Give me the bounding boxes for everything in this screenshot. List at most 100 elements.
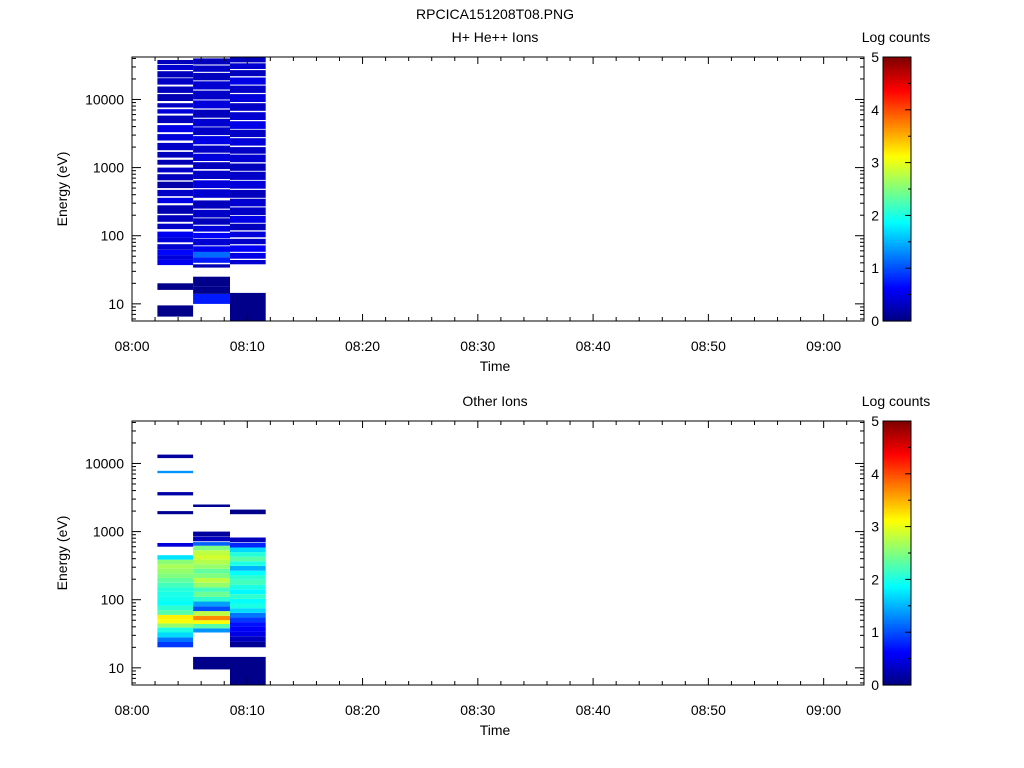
colorbar-swatch bbox=[883, 643, 911, 646]
colorbar-swatch bbox=[883, 515, 911, 519]
spectrogram-cell bbox=[230, 622, 266, 627]
plot-frame bbox=[131, 56, 865, 322]
colorbar-swatch bbox=[883, 228, 911, 232]
spectrogram-cell bbox=[157, 142, 194, 151]
spectrogram-cell bbox=[157, 627, 194, 633]
colorbar-swatch bbox=[883, 105, 911, 109]
colorbar-swatch bbox=[883, 213, 911, 216]
colorbar: 0 1 2 3 4 5 bbox=[871, 49, 912, 329]
spectrogram-cell bbox=[157, 94, 194, 101]
spectrogram-cell bbox=[230, 189, 266, 198]
colorbar: 0 1 2 3 4 5 bbox=[871, 413, 912, 693]
colorbar-swatch bbox=[883, 669, 911, 673]
colorbar-swatch bbox=[883, 432, 911, 435]
colorbar-tick-label: 2 bbox=[871, 207, 879, 223]
spectrogram-cell bbox=[157, 592, 194, 597]
colorbar-swatch bbox=[883, 160, 911, 164]
spectrogram-cell bbox=[157, 151, 194, 158]
x-axis-label: Time bbox=[480, 358, 511, 374]
y-tick-label: 10000 bbox=[85, 91, 124, 107]
colorbar-swatch bbox=[883, 61, 911, 65]
colorbar-swatch bbox=[883, 498, 911, 501]
colorbar-swatch bbox=[883, 610, 911, 613]
spectrogram-cell bbox=[193, 578, 230, 583]
panel-title: H+ He++ Ions bbox=[452, 29, 539, 45]
spectrogram-cell bbox=[193, 153, 230, 161]
colorbar-swatch bbox=[883, 449, 911, 453]
colorbar-swatch bbox=[883, 524, 911, 528]
x-tick-label: 08:40 bbox=[576, 702, 611, 718]
colorbar-swatch bbox=[883, 204, 911, 208]
colorbar-swatch bbox=[883, 164, 911, 168]
spectrogram-cell bbox=[193, 209, 230, 218]
spectrogram-cell bbox=[157, 573, 194, 578]
colorbar-swatch bbox=[883, 277, 911, 280]
colorbar-swatch bbox=[883, 167, 911, 170]
colorbar-swatch bbox=[883, 83, 911, 87]
spectrogram-cell bbox=[157, 582, 194, 588]
colorbar-swatch bbox=[883, 469, 911, 473]
colorbar-swatch bbox=[883, 299, 911, 302]
colorbar-swatch bbox=[883, 156, 911, 159]
spectrogram-cell bbox=[193, 65, 230, 72]
spectrogram-cell bbox=[230, 542, 266, 548]
spectrogram-cell bbox=[193, 264, 230, 268]
colorbar-swatch bbox=[883, 548, 911, 552]
colorbar-swatch bbox=[883, 601, 911, 605]
spectrogram-cell bbox=[193, 100, 230, 109]
colorbar-swatch bbox=[883, 447, 911, 451]
spectrogram-cell bbox=[230, 231, 266, 238]
colorbar-swatch bbox=[883, 421, 911, 424]
spectrogram-cell bbox=[193, 218, 230, 225]
colorbar-swatch bbox=[883, 103, 911, 106]
spectrogram-cell bbox=[193, 257, 230, 263]
colorbar-swatch bbox=[883, 550, 911, 554]
colorbar-swatch bbox=[883, 473, 911, 477]
spectrogram-cell bbox=[193, 200, 230, 209]
spectrogram-cell bbox=[193, 189, 230, 198]
colorbar-swatch bbox=[883, 588, 911, 591]
y-axis-label: Energy (eV) bbox=[54, 516, 70, 591]
spectrogram-cell bbox=[157, 596, 194, 601]
colorbar-swatch bbox=[883, 272, 911, 276]
colorbar-swatch bbox=[883, 570, 911, 574]
colorbar-swatch bbox=[883, 219, 911, 223]
spectrogram-cell bbox=[157, 115, 194, 124]
spectrogram-cell bbox=[230, 556, 266, 562]
colorbar-swatch bbox=[883, 561, 911, 565]
colorbar-swatch bbox=[883, 674, 911, 677]
colorbar-swatch bbox=[883, 235, 911, 238]
colorbar-swatch bbox=[883, 614, 911, 618]
spectrogram-cell bbox=[230, 566, 266, 571]
colorbar-swatch bbox=[883, 625, 911, 629]
colorbar-swatch bbox=[883, 623, 911, 627]
colorbar-swatch bbox=[883, 634, 911, 638]
spectrogram-cell bbox=[230, 138, 266, 146]
colorbar-swatch bbox=[883, 652, 911, 655]
colorbar-swatch bbox=[883, 539, 911, 543]
colorbar-swatch bbox=[883, 153, 911, 157]
spectrogram-cell bbox=[157, 205, 194, 214]
colorbar-swatch bbox=[883, 460, 911, 464]
spectrogram-cell bbox=[230, 77, 266, 85]
colorbar-swatch bbox=[883, 296, 911, 300]
colorbar-swatch bbox=[883, 259, 911, 263]
colorbar-swatch bbox=[883, 564, 911, 567]
spectrogram-cell bbox=[157, 305, 194, 317]
spectrogram-cell bbox=[157, 249, 194, 256]
colorbar-swatch bbox=[883, 57, 911, 60]
colorbar-swatch bbox=[883, 70, 911, 73]
colorbar-swatch bbox=[883, 656, 911, 660]
colorbar-swatch bbox=[883, 237, 911, 241]
colorbar-swatch bbox=[883, 142, 911, 146]
spectrogram-cell bbox=[193, 109, 230, 118]
colorbar-swatch bbox=[883, 603, 911, 607]
spectrogram-cell bbox=[193, 276, 230, 287]
spectrogram-cell bbox=[157, 197, 194, 204]
colorbar-swatch bbox=[883, 257, 911, 260]
x-tick-label: 08:50 bbox=[691, 338, 726, 354]
spectrogram-cell bbox=[193, 587, 230, 592]
colorbar-swatch bbox=[883, 226, 911, 230]
spectrogram-cell bbox=[193, 624, 230, 629]
colorbar-swatch bbox=[883, 305, 911, 309]
